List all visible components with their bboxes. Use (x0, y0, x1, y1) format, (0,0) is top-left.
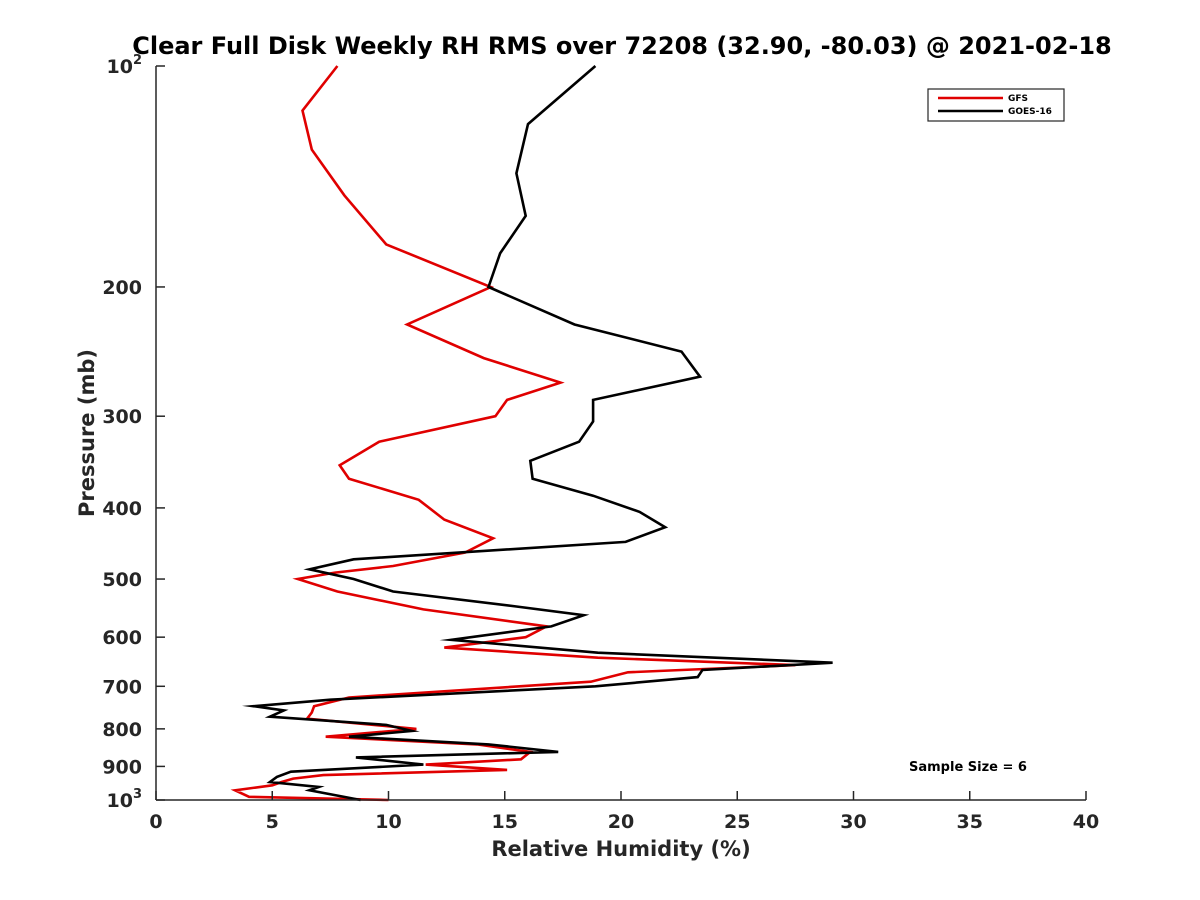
x-tick-label: 15 (492, 811, 518, 833)
legend[interactable]: GFS GOES-16 (927, 88, 1065, 122)
y-tick-exponent: 2 (133, 53, 142, 68)
y-tick-base: 10 (107, 56, 133, 78)
chart-title: Clear Full Disk Weekly RH RMS over 72208… (132, 32, 1112, 60)
sample-size-annotation: Sample Size = 6 (909, 760, 1027, 775)
x-tick-label: 20 (608, 811, 634, 833)
legend-entries: GFS GOES-16 (938, 94, 1052, 117)
y-tick-label: 300 (102, 406, 142, 428)
y-tick-base: 10 (107, 790, 133, 812)
y-tick-label: 600 (102, 627, 142, 649)
y-tick-label: 200 (102, 277, 142, 299)
y-tick-label: 103 (107, 787, 143, 812)
y-tick-exponent: 3 (133, 787, 142, 802)
series-line-goes-16 (242, 65, 833, 802)
x-tick-label: 30 (840, 811, 866, 833)
y-axis-label: Pressure (mb) (75, 349, 99, 517)
x-tick-label: 10 (375, 811, 401, 833)
legend-label: GOES-16 (1008, 107, 1052, 117)
y-tick-label: 102 (107, 53, 143, 78)
y-tick-label: 900 (102, 756, 142, 778)
legend-box (927, 88, 1065, 122)
x-tick-label: 40 (1073, 811, 1099, 833)
x-axis-label: Relative Humidity (%) (491, 837, 750, 861)
x-tick-label: 35 (957, 811, 983, 833)
x-tick-label: 0 (149, 811, 162, 833)
x-tick-label: 25 (724, 811, 750, 833)
y-tick-label: 500 (102, 569, 142, 591)
x-axis-ticks: 0 5 10 15 20 25 30 35 40 (149, 791, 1099, 833)
y-tick-label: 800 (102, 719, 142, 741)
series-layer (230, 65, 833, 802)
legend-label: GFS (1008, 94, 1028, 104)
x-tick-label: 5 (266, 811, 279, 833)
series-line-gfs (230, 65, 796, 802)
plot-area (156, 66, 1086, 800)
y-tick-label: 400 (102, 498, 142, 520)
y-tick-label: 700 (102, 676, 142, 698)
